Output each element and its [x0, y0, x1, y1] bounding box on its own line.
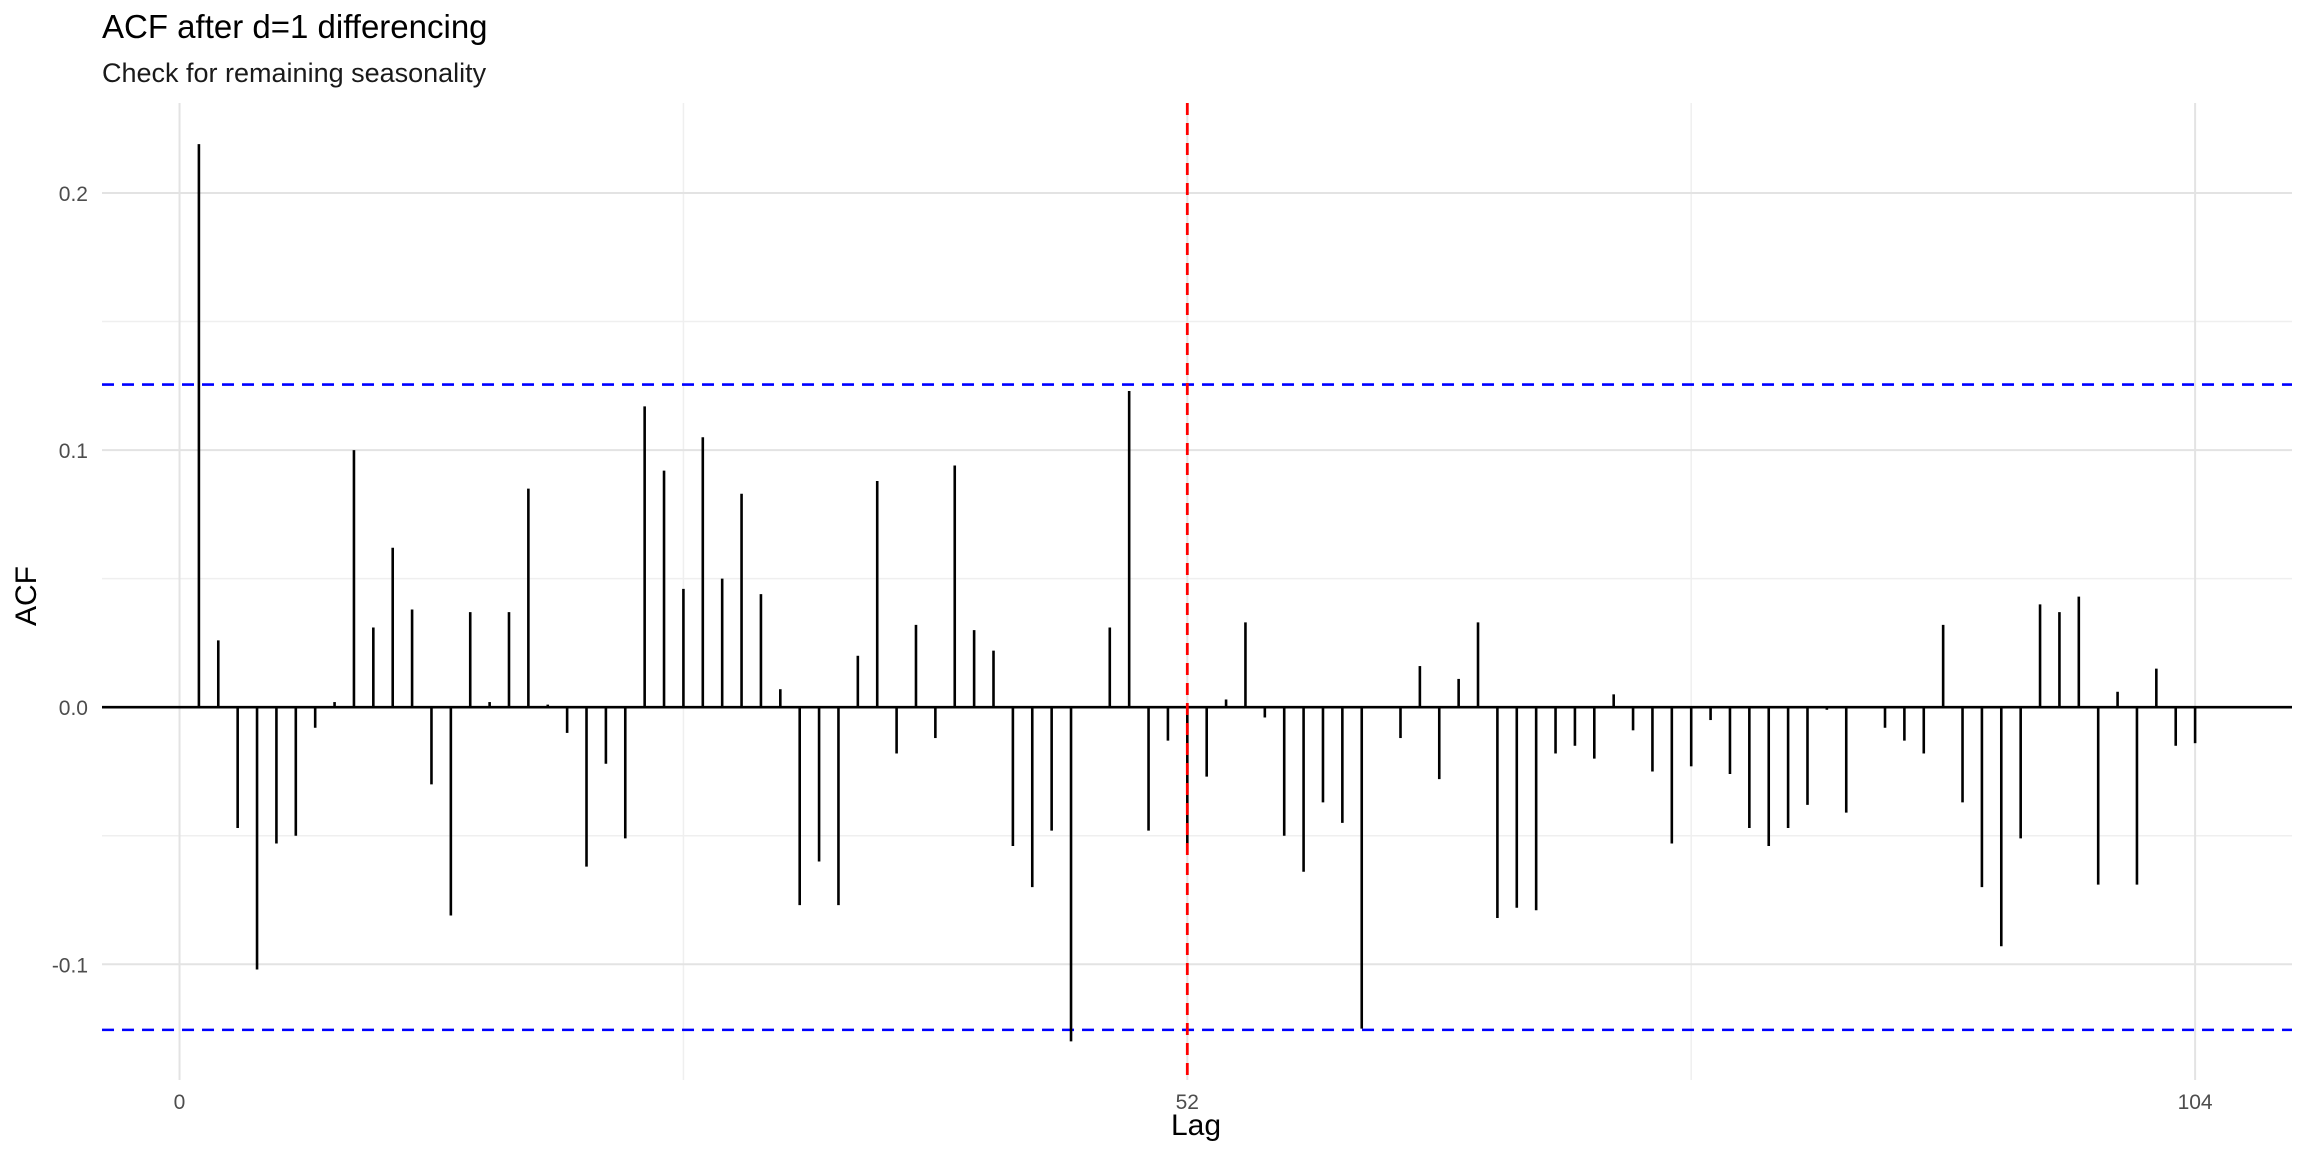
x-tick-labels: 0 52 104 — [174, 1091, 2213, 1114]
grid-minor — [102, 103, 2292, 1080]
x-tick-label: 52 — [1176, 1091, 1199, 1114]
y-tick-label: 0.1 — [59, 440, 88, 463]
x-axis-title: Lag — [1171, 1109, 1221, 1142]
chart-subtitle: Check for remaining seasonality — [102, 58, 487, 88]
y-tick-label: -0.1 — [52, 954, 88, 977]
chart-title: ACF after d=1 differencing — [102, 8, 488, 45]
x-tick-label: 0 — [174, 1091, 186, 1114]
y-tick-label: 0.2 — [59, 183, 88, 206]
x-tick-label: 104 — [2178, 1091, 2213, 1114]
grid-major — [102, 103, 2292, 1080]
confidence-bounds — [102, 383, 2292, 1032]
acf-stems — [197, 144, 2197, 1042]
y-tick-label: 0.0 — [59, 697, 88, 720]
y-axis-title: ACF — [10, 566, 43, 626]
y-tick-labels: -0.1 0.0 0.1 0.2 — [52, 183, 88, 977]
